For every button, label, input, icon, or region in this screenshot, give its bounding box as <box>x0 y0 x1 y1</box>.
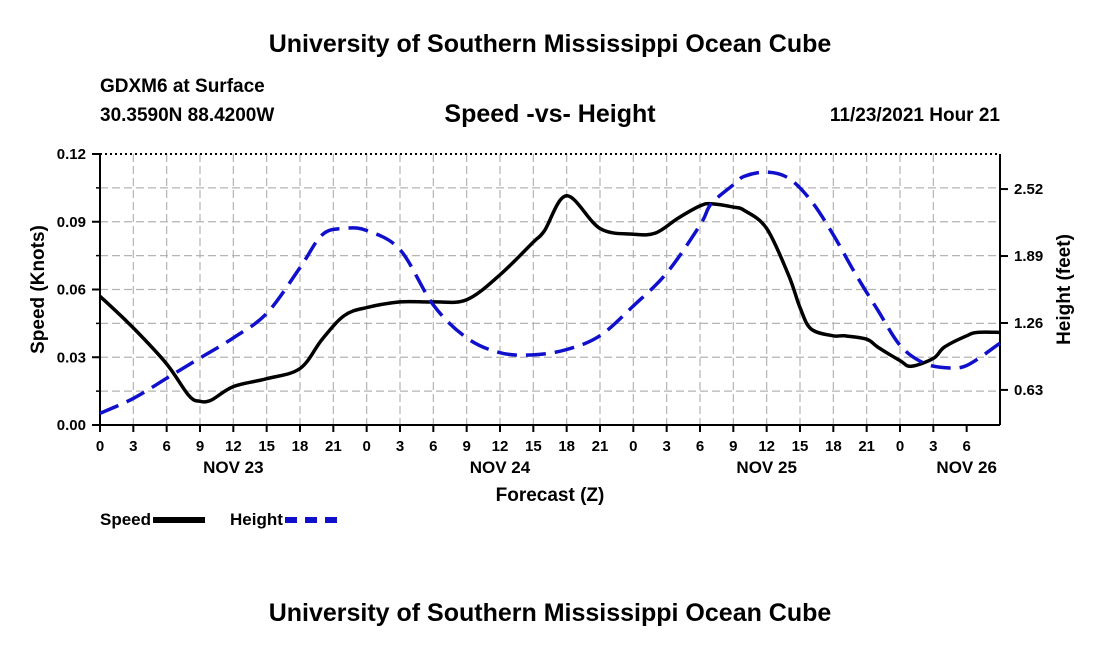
x-tick-label: 18 <box>292 438 309 455</box>
footer-title: University of Southern Mississippi Ocean… <box>268 599 832 627</box>
station-label: GDXM6 at Surface <box>100 76 265 97</box>
x-tick-label: 12 <box>758 438 775 455</box>
date-label: NOV 26 <box>936 458 996 477</box>
x-tick-label: 12 <box>225 438 242 455</box>
y-axis-label-right: Height (feet) <box>1054 234 1075 345</box>
date-label: NOV 25 <box>736 458 796 477</box>
x-tick-label: 3 <box>662 438 670 455</box>
legend-item-height: Height <box>230 508 337 532</box>
x-tick-label: 9 <box>196 438 204 455</box>
series-line-speed <box>98 194 1001 404</box>
legend-label-height: Height <box>230 510 283 529</box>
x-tick-label: 18 <box>825 438 842 455</box>
y-tick-label-right: 1.89 <box>1014 248 1043 265</box>
x-tick-label: 6 <box>962 438 970 455</box>
x-tick-label: 21 <box>592 438 609 455</box>
date-label: NOV 23 <box>203 458 263 477</box>
legend-item-speed: Speed <box>100 508 206 532</box>
x-tick-label: 6 <box>696 438 704 455</box>
datetime-label: 11/23/2021 Hour 21 <box>829 105 1000 126</box>
y-tick-label-right: 2.52 <box>1014 181 1043 198</box>
y-tick-label-left: 0.12 <box>57 146 86 163</box>
y-tick-label-left: 0.09 <box>57 214 86 231</box>
y-axis-label-left: Speed (Knots) <box>28 225 49 354</box>
x-tick-label: 3 <box>929 438 937 455</box>
y-tick-label-left: 0.00 <box>57 417 86 434</box>
x-tick-label: 3 <box>129 438 137 455</box>
chart-subtitle: Speed -vs- Height <box>444 100 656 128</box>
y-tick-label-right: 0.63 <box>1014 382 1043 399</box>
series-line-height <box>99 170 1001 415</box>
x-tick-label: 0 <box>629 438 637 455</box>
x-tick-label: 15 <box>525 438 542 455</box>
x-tick-label: 15 <box>792 438 809 455</box>
chart-title: University of Southern Mississippi Ocean… <box>268 30 832 58</box>
x-tick-label: 6 <box>162 438 170 455</box>
x-tick-label: 21 <box>858 438 875 455</box>
x-tick-label: 0 <box>96 438 104 455</box>
x-tick-label: 9 <box>729 438 737 455</box>
x-tick-label: 15 <box>258 438 275 455</box>
x-tick-label: 18 <box>558 438 575 455</box>
x-tick-label: 0 <box>896 438 904 455</box>
y-tick-label-left: 0.03 <box>57 349 86 366</box>
y-tick-label-right: 1.26 <box>1014 315 1043 332</box>
x-tick-label: 12 <box>492 438 509 455</box>
x-tick-label: 9 <box>462 438 470 455</box>
y-tick-label-left: 0.06 <box>57 282 86 299</box>
date-label: NOV 24 <box>470 458 531 477</box>
legend-label-speed: Speed <box>100 510 152 529</box>
x-axis-label: Forecast (Z) <box>496 485 605 506</box>
x-tick-label: 3 <box>396 438 404 455</box>
x-tick-label: 21 <box>325 438 342 455</box>
legend-swatch-speed <box>153 517 206 523</box>
legend-swatch-height <box>284 517 337 523</box>
x-tick-label: 6 <box>429 438 437 455</box>
x-tick-label: 0 <box>362 438 370 455</box>
coordinates-label: 30.3590N 88.4200W <box>100 105 275 126</box>
